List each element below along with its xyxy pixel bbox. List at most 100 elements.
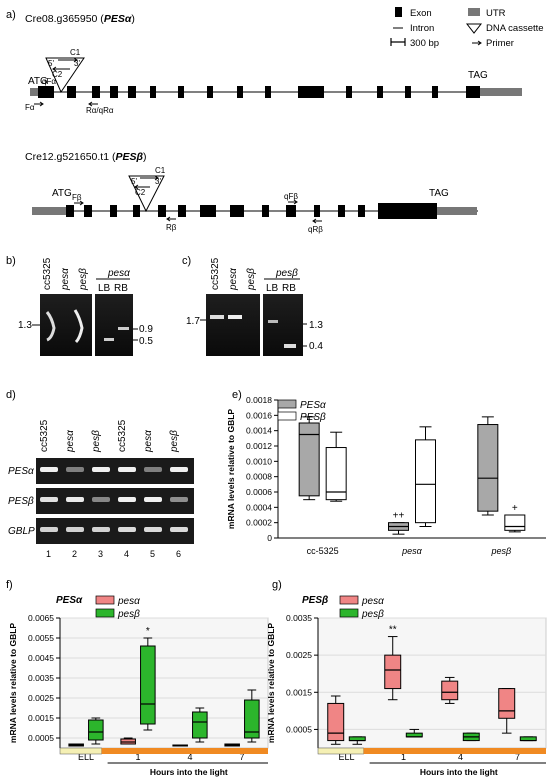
gene-a-fa: Fα: [25, 103, 35, 112]
gel-d-lane-4: cc5325: [117, 419, 128, 452]
utr-swatch: [468, 8, 480, 16]
x-tick-label: 1: [401, 752, 406, 762]
significance-marker: ++: [393, 511, 405, 522]
y-tick-label: 0.0035: [286, 613, 312, 623]
gel-b-lane-2: pesα: [60, 268, 71, 291]
gel-band: [118, 467, 136, 472]
gel-band: [170, 497, 188, 502]
gene-a-exon: [178, 86, 184, 98]
gene-a-exon: [405, 86, 411, 98]
gel-b-size-r1: 0.9: [139, 324, 153, 335]
gel-c-lane-1: cc5325: [210, 257, 221, 290]
light-period-bar: [363, 748, 546, 754]
gene-b-tag: TAG: [429, 188, 449, 199]
gene-a-cassette-triangle: [45, 57, 85, 94]
gel-d-bands: [40, 467, 188, 532]
primer-r-arrow: [88, 101, 98, 107]
gel-band: [104, 338, 114, 341]
legend-label: pesβ: [117, 609, 140, 620]
box: [327, 702, 345, 742]
gene-b-exon: [286, 205, 296, 217]
box: [298, 422, 320, 497]
gene-a-exon: [346, 86, 352, 98]
gene-a-3utr: [480, 88, 522, 96]
gene-a-3prime: 3': [74, 59, 80, 68]
legend-swatch: [277, 399, 297, 409]
box: [88, 719, 104, 741]
gene-a-c1: C1: [70, 48, 81, 57]
legend-primer: Primer: [486, 38, 514, 49]
gene-b-exon: [378, 203, 437, 219]
significance-marker: *: [146, 626, 150, 637]
gel-d-lane-2: pesα: [65, 430, 76, 453]
gel-band: [228, 315, 242, 319]
gel-band: [170, 467, 188, 472]
gene-a-5prime: 5': [48, 59, 54, 68]
gel-band: [268, 320, 278, 323]
gel-d-lane-5: pesα: [143, 430, 154, 453]
legend-swatch: [339, 595, 359, 605]
cassette-triangle-icon: [465, 23, 483, 34]
box: [441, 680, 459, 701]
legend-swatch: [95, 608, 115, 618]
gene-b-exon: [358, 205, 365, 217]
gel-band: [73, 309, 84, 344]
scale-bar-icon: [390, 38, 406, 46]
gene-b-exon: [338, 205, 345, 217]
x-axis-label: Hours into the light: [420, 767, 498, 777]
y-tick-label: 0.0005: [28, 733, 54, 743]
gel-band: [118, 527, 136, 532]
gene-b-5prime: 5': [131, 177, 137, 186]
gel-d-num-6: 6: [176, 549, 181, 559]
x-tick-label: cc-5325: [307, 546, 339, 556]
gene-a-exon: [207, 86, 213, 98]
gene-a-5utr: [30, 88, 38, 96]
gene-b-atg: ATG: [52, 188, 72, 199]
panel-a: a) Cre08.g365950 (PESα) Exon Intron 300 …: [6, 7, 544, 234]
gene-a-exon: [110, 86, 118, 98]
primer-c1-arrow: [58, 57, 78, 63]
gel-d-lane-3: pesβ: [91, 430, 102, 453]
y-tick-label: 0.0025: [286, 650, 312, 660]
gene-a-exon: [128, 86, 136, 98]
legend-label: pesα: [117, 596, 140, 607]
gel-b-group-label: pesα: [107, 268, 130, 279]
gene-b-c1: C1: [155, 166, 166, 175]
primer-arrow-icon: [472, 40, 482, 46]
gene-b-3prime: 3': [155, 177, 161, 186]
y-tick-label: 0.0005: [286, 724, 312, 734]
y-tick-label: 0.0055: [28, 633, 54, 643]
gel-b-right-image: [95, 294, 133, 356]
gel-b-rb: RB: [114, 283, 128, 294]
significance-marker: +: [512, 503, 518, 514]
legend-exon: Exon: [410, 8, 432, 19]
gene-b-qrb: qRβ: [308, 225, 323, 234]
gene-b-exon: [178, 205, 186, 217]
exon-swatch: [395, 7, 402, 17]
gene-b-exon: [158, 205, 166, 217]
gel-c-lane-2: pesα: [228, 268, 239, 291]
x-tick-label: ELL: [338, 752, 354, 762]
gel-band: [170, 527, 188, 532]
gene-a-exon: [150, 86, 156, 98]
y-tick-label: 0.0010: [246, 456, 272, 466]
gene-b-qfb: qFβ: [284, 192, 298, 201]
gel-band: [66, 467, 84, 472]
y-tick-label: 0.0035: [28, 673, 54, 683]
gene-b-exon: [200, 205, 216, 217]
gene-a-exon: [377, 86, 383, 98]
primer-qfb-arrow: [288, 199, 298, 205]
y-axis-label: mRNA levels relative to GBLP: [266, 623, 276, 743]
box: [244, 699, 260, 739]
legend-scale: 300 bp: [410, 38, 439, 49]
gene-a-exon: [466, 86, 480, 98]
gel-d-num-2: 2: [72, 549, 77, 559]
gel-b-left-image: [40, 294, 92, 356]
box: [325, 447, 347, 501]
legend-cassette: DNA cassette: [486, 23, 544, 34]
gene-a-exon: [38, 86, 54, 98]
gel-c-rb: RB: [282, 283, 296, 294]
x-tick-label: 7: [515, 752, 520, 762]
gel-band: [144, 467, 162, 472]
gene-a-exon: [265, 86, 271, 98]
